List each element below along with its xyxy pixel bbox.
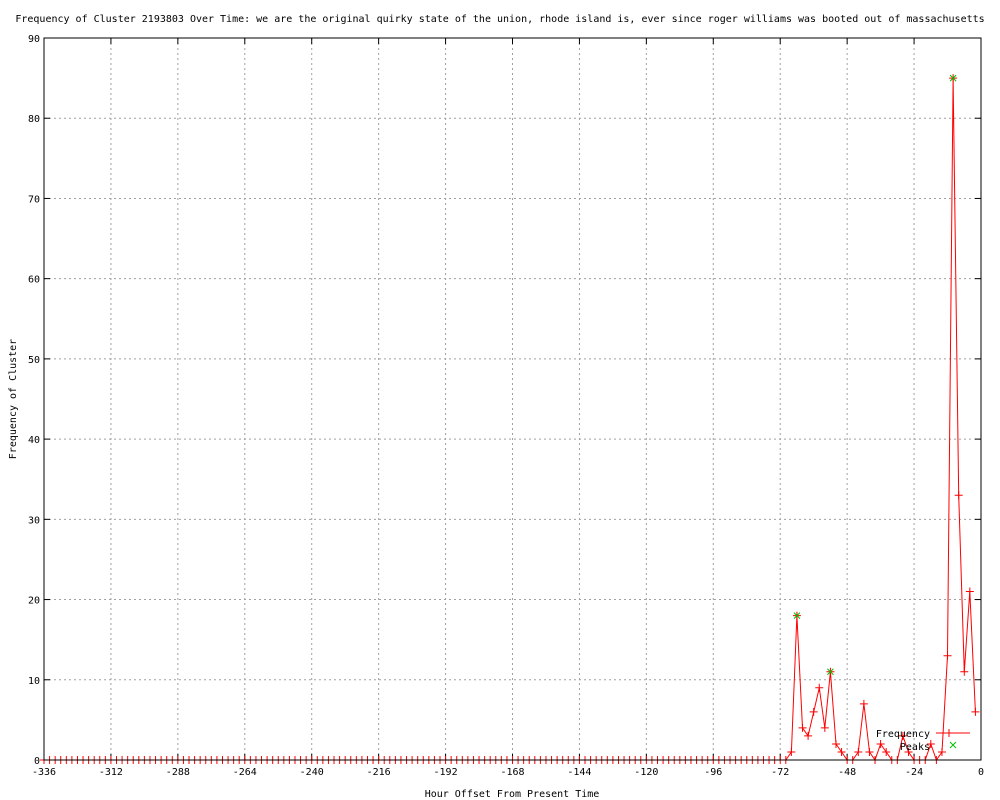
frequency-point bbox=[971, 707, 980, 716]
x-tick-label: -48 bbox=[838, 767, 856, 778]
frequency-point bbox=[876, 739, 885, 748]
x-tick-label: -312 bbox=[99, 767, 123, 778]
y-tick-label: 90 bbox=[28, 34, 40, 45]
x-tick-label: -336 bbox=[32, 767, 56, 778]
x-tick-label: -192 bbox=[434, 767, 458, 778]
y-tick-label: 80 bbox=[28, 114, 40, 125]
x-tick-label: -168 bbox=[500, 767, 524, 778]
y-tick-label: 70 bbox=[28, 194, 40, 205]
frequency-point bbox=[837, 747, 846, 756]
y-tick-label: 60 bbox=[28, 275, 40, 286]
y-tick-label: 40 bbox=[28, 435, 40, 446]
x-tick-label: -24 bbox=[905, 767, 923, 778]
legend-marker-peaks bbox=[949, 741, 957, 749]
y-tick-label: 50 bbox=[28, 355, 40, 366]
frequency-point bbox=[926, 739, 935, 748]
x-tick-label: -288 bbox=[166, 767, 190, 778]
frequency-point bbox=[815, 683, 824, 692]
x-tick-label: -240 bbox=[300, 767, 324, 778]
frequency-point bbox=[943, 651, 952, 660]
frequency-point bbox=[960, 667, 969, 676]
frequency-point bbox=[820, 723, 829, 732]
legend: Frequency Peaks bbox=[876, 729, 970, 753]
frequency-point bbox=[798, 723, 807, 732]
frequency-line bbox=[44, 78, 976, 762]
frequency-point bbox=[965, 587, 974, 596]
legend-marker-frequency bbox=[945, 729, 953, 737]
frequency-point bbox=[787, 747, 796, 756]
frequency-point bbox=[809, 707, 818, 716]
y-tick-label: 0 bbox=[34, 756, 40, 767]
legend-label-peaks: Peaks bbox=[900, 742, 930, 753]
x-tick-label: -96 bbox=[704, 767, 722, 778]
y-axis-label: Frequency of Cluster bbox=[8, 339, 19, 459]
grid bbox=[44, 38, 981, 760]
x-tick-label: -216 bbox=[367, 767, 391, 778]
x-tick-label: -120 bbox=[634, 767, 658, 778]
frequency-point bbox=[859, 699, 868, 708]
peak-point bbox=[793, 612, 801, 619]
y-tick-label: 30 bbox=[28, 515, 40, 526]
y-tick-label: 20 bbox=[28, 596, 40, 607]
chart-title: Frequency of Cluster 2193803 Over Time: … bbox=[15, 14, 984, 25]
frequency-point bbox=[854, 747, 863, 756]
x-tick-label: -144 bbox=[567, 767, 591, 778]
y-tick-label: 10 bbox=[28, 676, 40, 687]
x-tick-label: 0 bbox=[978, 767, 984, 778]
frequency-point bbox=[804, 731, 813, 740]
legend-label-frequency: Frequency bbox=[876, 729, 930, 740]
frequency-point bbox=[898, 731, 907, 740]
plot-border bbox=[43, 37, 982, 761]
peak-point bbox=[949, 74, 957, 82]
frequency-point bbox=[865, 747, 874, 756]
frequency-point bbox=[831, 739, 840, 748]
frequency-point bbox=[954, 491, 963, 500]
frequency-point bbox=[937, 747, 946, 756]
series-layer bbox=[40, 74, 980, 764]
frequency-point bbox=[904, 747, 913, 756]
axis-ticks: -336 -312 -288 -264 -240 -216 -192 -168 -144 -120… bbox=[28, 34, 984, 778]
x-tick-label: -72 bbox=[771, 767, 789, 778]
x-tick-label: -264 bbox=[233, 767, 257, 778]
peak-point bbox=[827, 668, 834, 676]
frequency-point bbox=[882, 747, 891, 756]
x-axis-label: Hour Offset From Present Time bbox=[425, 789, 600, 800]
